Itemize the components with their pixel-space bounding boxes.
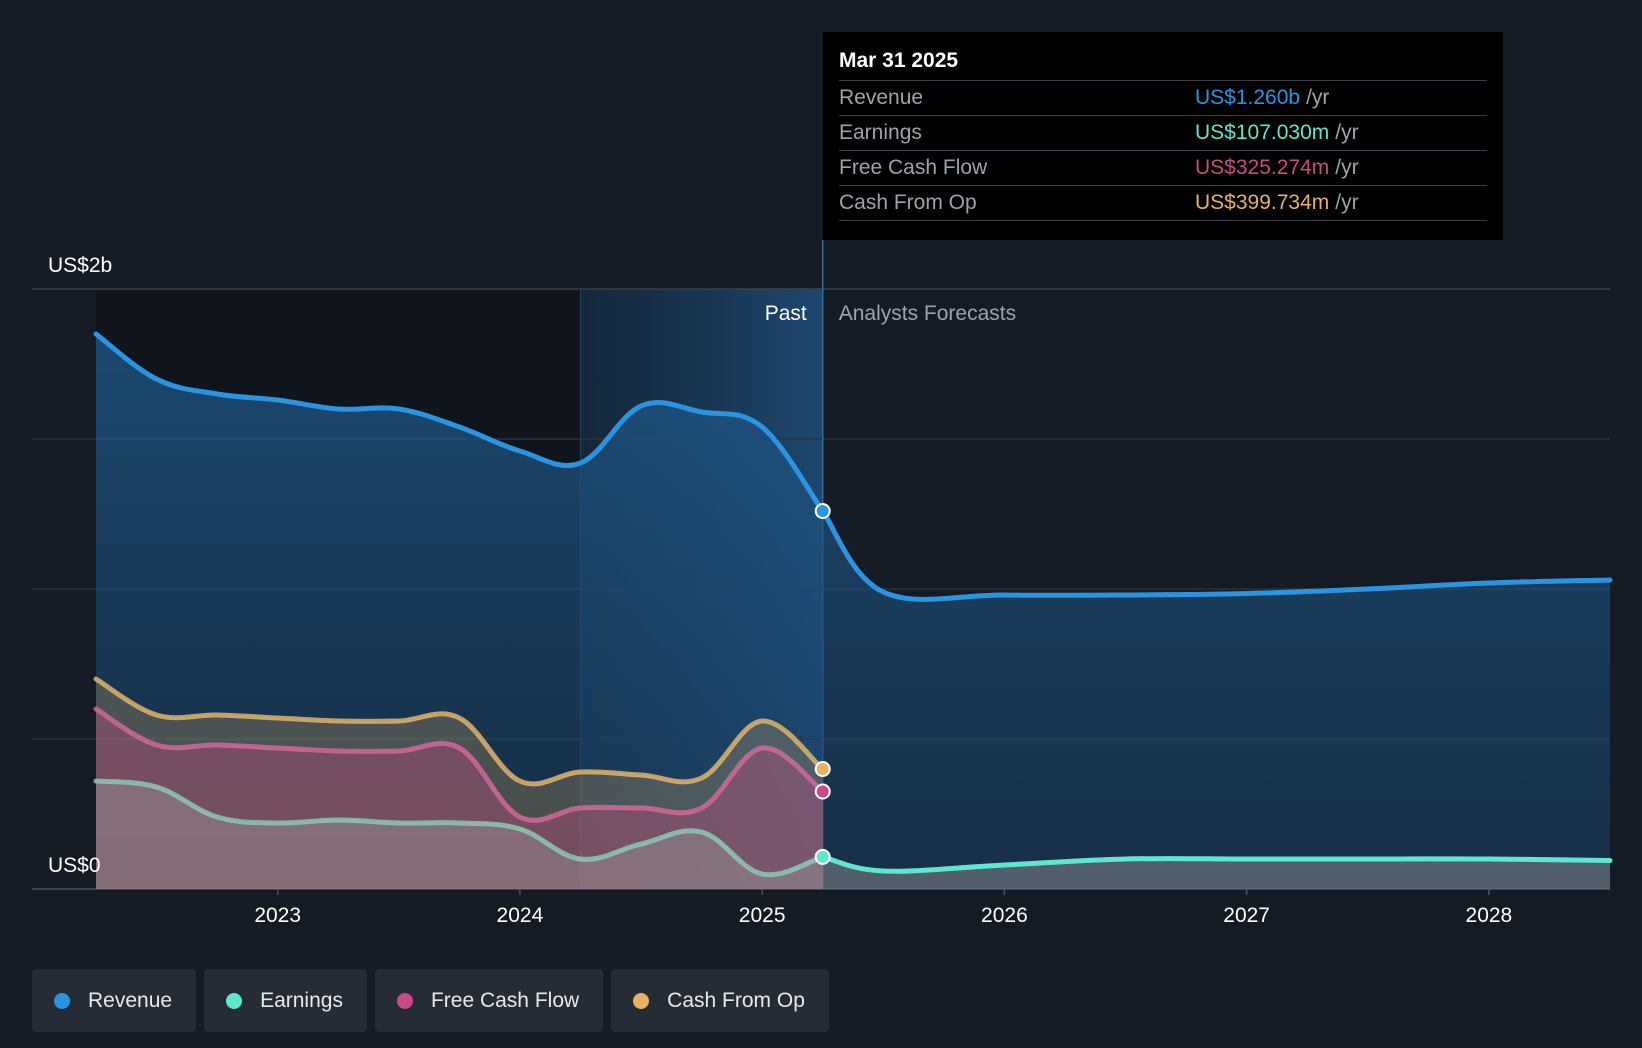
- marker-revenue: [814, 503, 831, 519]
- tooltip-unit: /yr: [1306, 86, 1330, 109]
- marker-free-cash-flow: [814, 783, 831, 800]
- x-tick-label: 2026: [981, 904, 1028, 927]
- legend-label: Revenue: [88, 988, 173, 1012]
- legend-label: Earnings: [260, 988, 343, 1012]
- tooltip-label: Earnings: [839, 121, 922, 144]
- legend-item-free-cash-flow[interactable]: Free Cash Flow: [374, 969, 604, 1032]
- tooltip-value: US$1.260b: [1195, 86, 1301, 109]
- marker-cash-from-op: [814, 761, 831, 777]
- tooltip-value: US$325.274m: [1195, 156, 1330, 179]
- legend-item-earnings[interactable]: Earnings: [204, 969, 367, 1032]
- tooltip-label: Free Cash Flow: [839, 156, 988, 179]
- revenue-dot-icon: [54, 992, 70, 1009]
- free-cash-flow-dot-icon: [396, 992, 413, 1009]
- tooltip-unit: /yr: [1335, 121, 1359, 144]
- chart-legend: Revenue Earnings Free Cash Flow Cash Fro…: [32, 969, 829, 1032]
- legend-item-cash-from-op[interactable]: Cash From Op: [611, 969, 829, 1032]
- earnings-dot-icon: [226, 992, 243, 1009]
- cash-from-op-dot-icon: [633, 992, 650, 1009]
- x-tick-label: 2023: [254, 904, 301, 927]
- x-tick-label: 2027: [1223, 904, 1270, 927]
- marker-earnings: [814, 848, 831, 865]
- legend-item-revenue[interactable]: Revenue: [32, 969, 197, 1032]
- tooltip-label: Cash From Op: [839, 191, 977, 214]
- y-axis-top-label: US$2b: [48, 254, 112, 277]
- tooltip-row-earnings: Earnings US$107.030m /yr: [839, 116, 1487, 151]
- tooltip-panel: Mar 31 2025 Revenue US$1.260b /yr Earnin…: [823, 32, 1503, 240]
- line-earnings-past: [93, 778, 826, 878]
- area-cash-from-op: [96, 679, 823, 889]
- tooltip-row-cash-from-op: Cash From Op US$399.734m /yr: [839, 186, 1487, 221]
- legend-label: Free Cash Flow: [430, 988, 580, 1012]
- line-cash-from-op-past: [93, 676, 826, 787]
- tooltip-unit: /yr: [1335, 191, 1359, 214]
- tooltip-label: Revenue: [839, 86, 924, 109]
- tooltip-value: US$399.734m: [1195, 191, 1330, 214]
- tooltip-row-revenue: Revenue US$1.260b /yr: [839, 81, 1487, 116]
- line-free-cash-flow-past: [93, 706, 826, 823]
- y-axis-bottom-label: US$0: [48, 854, 101, 877]
- x-tick-label: 2024: [497, 904, 544, 927]
- area-revenue: [96, 334, 1610, 889]
- area-earnings: [96, 781, 1610, 889]
- tooltip-value: US$107.030m: [1195, 121, 1330, 144]
- line-revenue-past: [93, 331, 826, 514]
- x-tick-label: 2028: [1466, 904, 1513, 927]
- x-tick-label: 2025: [739, 904, 786, 927]
- line-earnings-forecast: [820, 854, 1613, 874]
- tooltip-unit: /yr: [1335, 156, 1359, 179]
- tooltip-date: Mar 31 2025: [839, 46, 1487, 81]
- line-revenue-forecast: [820, 508, 1613, 602]
- legend-label: Cash From Op: [667, 988, 805, 1012]
- past-label: Past: [765, 302, 807, 325]
- forecast-label: Analysts Forecasts: [839, 302, 1016, 325]
- tooltip-row-free-cash-flow: Free Cash Flow US$325.274m /yr: [839, 151, 1487, 186]
